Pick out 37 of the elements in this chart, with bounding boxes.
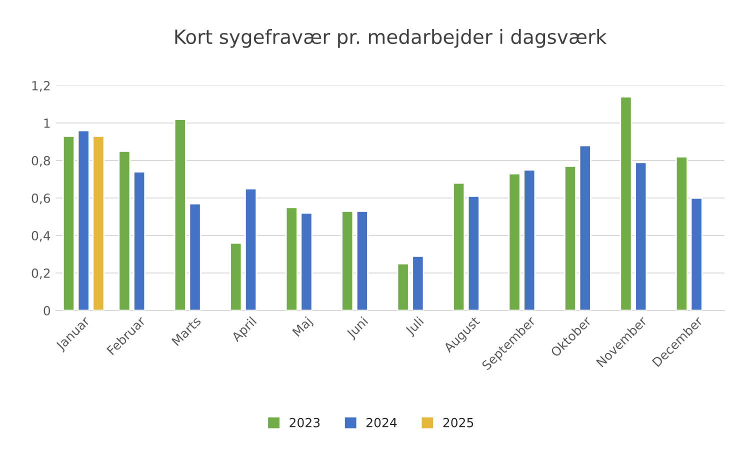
bar [300,212,313,310]
y-tick-label: 1,2 [32,80,50,92]
bar [620,96,632,310]
bar [133,171,146,310]
bar [523,169,536,310]
bar [452,182,466,310]
bar [62,135,75,310]
y-tick-label: 0,6 [32,193,50,204]
bar [412,255,424,310]
bar [77,130,90,310]
legend-label: 2025 [443,418,474,428]
bar [396,262,410,310]
bar [174,118,186,310]
bar [578,144,592,310]
bar [634,162,648,310]
bar [341,210,354,310]
bar [508,172,521,310]
y-tick-label: 0,8 [32,156,50,167]
bar [467,195,480,310]
bar [564,165,577,310]
bar [92,135,105,310]
x-tick-label: Maj [292,316,314,339]
bar [356,210,368,310]
legend-label: 2024 [366,418,397,428]
bar [244,188,258,310]
legend-label: 2023 [290,418,320,428]
bar [690,197,703,310]
y-tick-label: 1 [44,118,50,128]
y-tick-label: 0,4 [32,230,50,242]
bar [675,156,688,310]
y-tick-label: 0,2 [32,268,50,280]
chart-title: Kort sygefravær pr. medarbejder i dagsværk [175,29,607,48]
bar [230,242,242,310]
bar [118,150,131,310]
bar [285,206,298,310]
bar [188,202,202,310]
y-tick-label: 0 [44,306,50,316]
